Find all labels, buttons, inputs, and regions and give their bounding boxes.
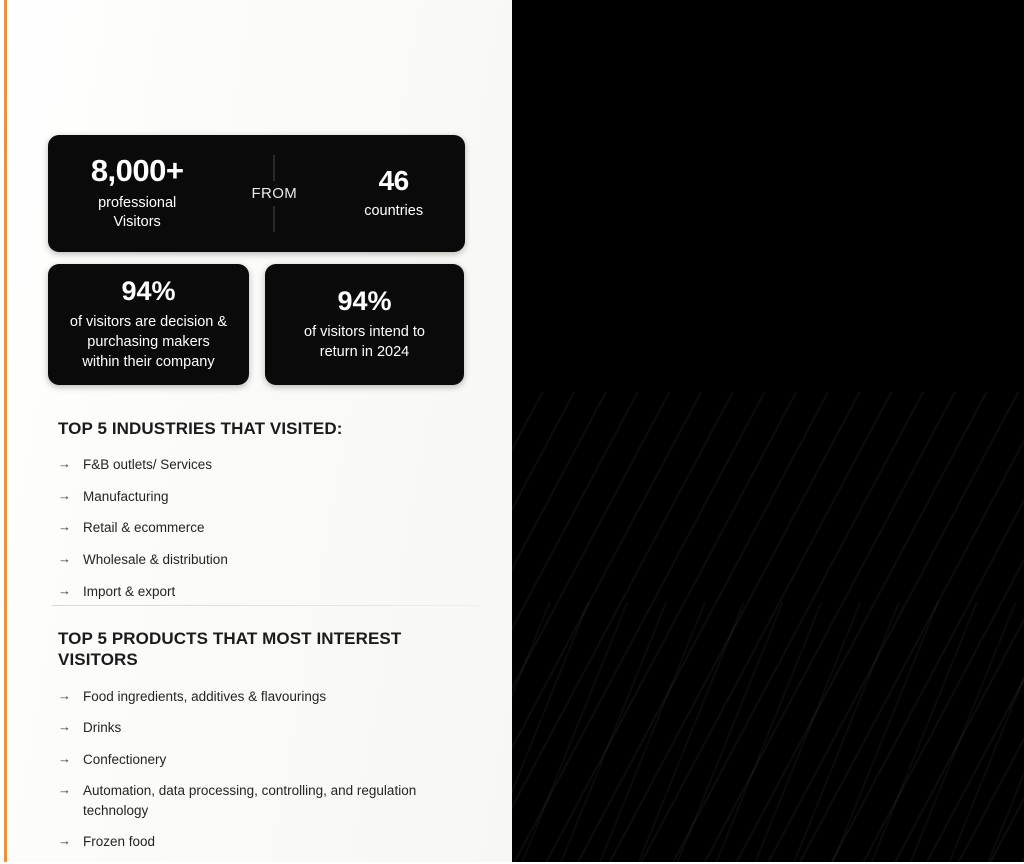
- list-item: → Drinks: [58, 718, 478, 738]
- list-item: → Confectionery: [58, 750, 478, 770]
- list-item-label: Retail & ecommerce: [83, 520, 205, 536]
- from-connector: FROM: [226, 135, 322, 252]
- visitors-label-line2: Visitors: [113, 213, 161, 230]
- diagonal-texture: [512, 392, 1024, 862]
- visitors-label-line1: professional: [98, 194, 177, 211]
- arrow-icon: →: [58, 687, 71, 703]
- arrow-icon: →: [58, 519, 71, 535]
- caption-line-3: within their company: [82, 354, 215, 371]
- list-item-label: Drinks: [83, 720, 122, 736]
- stat-value: 94%: [337, 285, 392, 316]
- list-item-label: Manufacturing: [83, 488, 169, 504]
- list-item-label: Confectionery: [83, 751, 167, 767]
- caption-line-1: of visitors are decision &: [69, 314, 228, 331]
- connector-line-top: [273, 155, 275, 181]
- connector-line-bottom: [273, 206, 275, 232]
- arrow-icon: →: [58, 550, 71, 566]
- arrow-icon: →: [58, 750, 71, 766]
- stat-card-return-intent: 94% of visitors intend to return in 2024: [265, 264, 464, 385]
- list-item: → Food ingredients, additives & flavouri…: [58, 687, 478, 707]
- arrow-icon: →: [58, 782, 71, 798]
- accent-stripe: [4, 0, 7, 862]
- arrow-icon: →: [58, 833, 71, 849]
- visitors-summary-card: 8,000+ professional Visitors FROM 46 cou…: [48, 135, 465, 252]
- visitors-label: professional Visitors: [98, 194, 176, 232]
- arrow-icon: →: [58, 582, 71, 598]
- countries-number: 46: [378, 165, 410, 197]
- list-item-label: Frozen food: [83, 834, 156, 850]
- stat-card-decision-makers: 94% of visitors are decision & purchasin…: [48, 264, 249, 385]
- list-item: → Wholesale & distribution: [58, 550, 478, 570]
- stat-caption: of visitors are decision & purchasing ma…: [70, 312, 227, 372]
- arrow-icon: →: [58, 456, 71, 472]
- list-item-label: Food ingredients, additives & flavouring…: [83, 688, 327, 704]
- stat-caption: of visitors intend to return in 2024: [304, 322, 425, 362]
- list-item: → Automation, data processing, controlli…: [58, 781, 478, 820]
- countries-label: countries: [364, 202, 424, 219]
- section-divider: [52, 605, 480, 606]
- list-item-label: Wholesale & distribution: [83, 551, 228, 567]
- list-item-label: Import & export: [83, 583, 176, 599]
- stat-value: 94%: [121, 275, 176, 306]
- top-industries-section: TOP 5 INDUSTRIES THAT VISITED: → F&B out…: [58, 418, 478, 613]
- section-title: TOP 5 INDUSTRIES THAT VISITED:: [58, 419, 343, 438]
- left-panel-visitors: 8,000+ professional Visitors FROM 46 cou…: [0, 0, 512, 862]
- caption-line-2: purchasing makers: [87, 334, 210, 351]
- arrow-icon: →: [58, 719, 71, 735]
- right-panel-exhibitors: 500+ exhibitors 91% exhibitor satisfacti…: [512, 0, 1024, 862]
- list-item: → Import & export: [58, 582, 478, 602]
- list-item: → F&B outlets/ Services: [58, 455, 478, 475]
- diagonal-texture-secondary: [512, 602, 1024, 862]
- countries-stat: 46 countries: [322, 166, 465, 221]
- visitors-number: 8,000+: [90, 153, 184, 189]
- visitors-stat: 8,000+ professional Visitors: [48, 155, 226, 232]
- section-title: TOP 5 PRODUCTS THAT MOST INTEREST VISITO…: [58, 629, 402, 670]
- caption-line-1: of visitors intend to: [304, 324, 425, 341]
- from-label: FROM: [251, 185, 298, 202]
- list-item-label: Automation, data processing, controlling…: [83, 783, 417, 818]
- list-item-label: F&B outlets/ Services: [83, 457, 213, 473]
- caption-line-2: return in 2024: [319, 344, 410, 361]
- list-item: → Manufacturing: [58, 487, 478, 507]
- list-item: → Frozen food: [58, 832, 478, 852]
- arrow-icon: →: [58, 487, 71, 503]
- list-item: → Retail & ecommerce: [58, 518, 478, 538]
- top-products-section: TOP 5 PRODUCTS THAT MOST INTEREST VISITO…: [58, 628, 478, 864]
